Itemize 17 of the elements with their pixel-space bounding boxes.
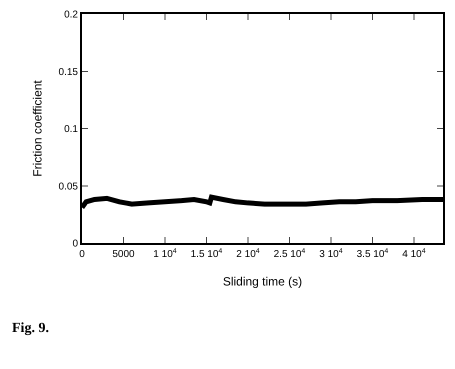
x-tick-label: 4 10$^{4}$ bbox=[402, 248, 426, 260]
y-tick-label: 0.15 bbox=[58, 66, 78, 78]
x-tick-label: 1.5 10$^{4}$ bbox=[190, 248, 222, 260]
x-tick-label: 2.5 10$^{4}$ bbox=[274, 248, 306, 260]
y-tick-label: 0.1 bbox=[64, 124, 78, 135]
y-tick-label: 0.05 bbox=[58, 181, 78, 192]
x-tick-label: 2 10$^{4}$ bbox=[236, 248, 260, 260]
y-tick-label: 0 bbox=[72, 238, 78, 250]
x-tick-label: 3 10$^{4}$ bbox=[319, 248, 343, 260]
x-tick-label: 0 bbox=[79, 249, 86, 260]
x-tick-label: 3.5 10$^{4}$ bbox=[356, 248, 388, 260]
caption: Fig. 9. bbox=[12, 321, 49, 336]
y-axis-title: Friction coefficient bbox=[30, 80, 44, 177]
x-tick-label: 5000 bbox=[112, 249, 136, 260]
x-axis-title: Sliding time (s) bbox=[222, 274, 302, 288]
y-tick-label: 0.2 bbox=[64, 10, 78, 20]
x-tick-label: 1 10$^{4}$ bbox=[153, 248, 177, 260]
